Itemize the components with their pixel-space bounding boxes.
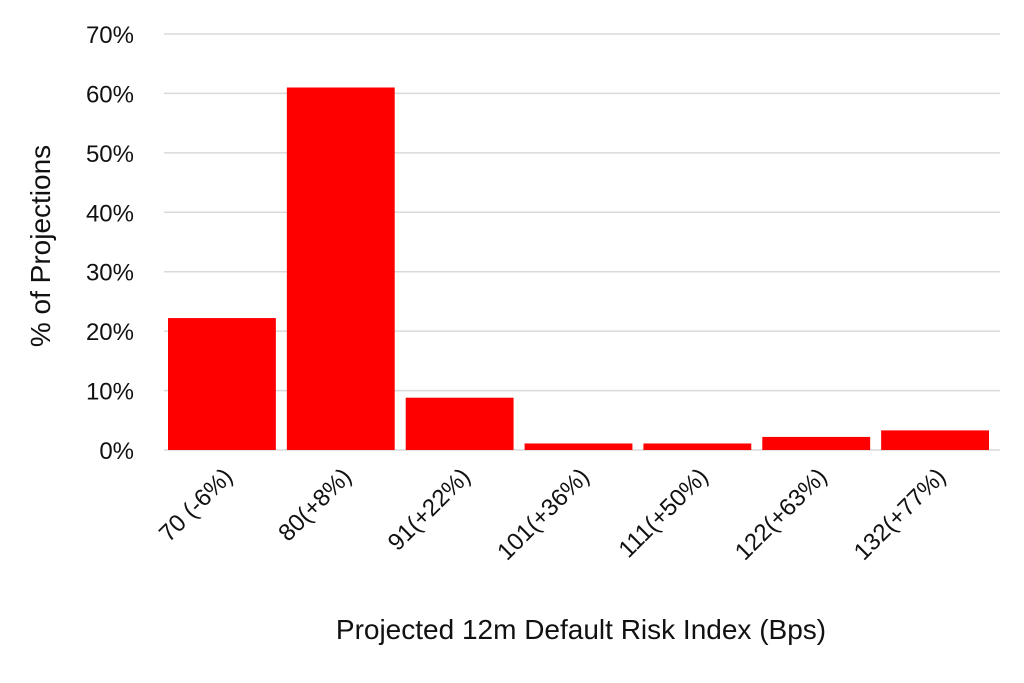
- y-tick-label: 60%: [86, 81, 134, 108]
- x-tick-label: 111(+50%): [614, 463, 714, 563]
- y-tick-label: 70%: [86, 22, 134, 49]
- bar: [405, 397, 514, 450]
- y-axis-ticks: 0% 10% 20% 30% 40% 50% 60% 70%: [86, 22, 134, 465]
- y-tick-label: 40%: [86, 200, 134, 227]
- bar: [762, 436, 871, 450]
- bars: [168, 87, 989, 450]
- y-axis-title: % of Projections: [25, 145, 56, 347]
- bar: [286, 87, 395, 450]
- y-tick-label: 10%: [86, 379, 134, 406]
- x-tick-label: 101(+36%): [492, 463, 595, 566]
- x-axis-title: Projected 12m Default Risk Index (Bps): [336, 614, 826, 645]
- x-tick-label: 122(+63%): [730, 463, 833, 566]
- y-tick-label: 20%: [86, 319, 134, 346]
- bar: [643, 443, 752, 450]
- y-tick-label: 50%: [86, 141, 134, 168]
- bar: [168, 318, 276, 450]
- x-tick-label: 132(+77%): [849, 463, 952, 566]
- y-tick-label: 0%: [99, 438, 134, 465]
- y-tick-label: 30%: [86, 260, 134, 287]
- bar: [524, 443, 633, 450]
- x-tick-label: 70 (-6%): [154, 463, 238, 547]
- bar: [881, 430, 989, 450]
- x-tick-label: 91(+22%): [383, 463, 476, 556]
- x-tick-label: 80(+8%): [273, 463, 357, 547]
- x-axis-ticks: 70 (-6%) 80(+8%) 91(+22%) 101(+36%) 111(+50%…: [154, 463, 951, 566]
